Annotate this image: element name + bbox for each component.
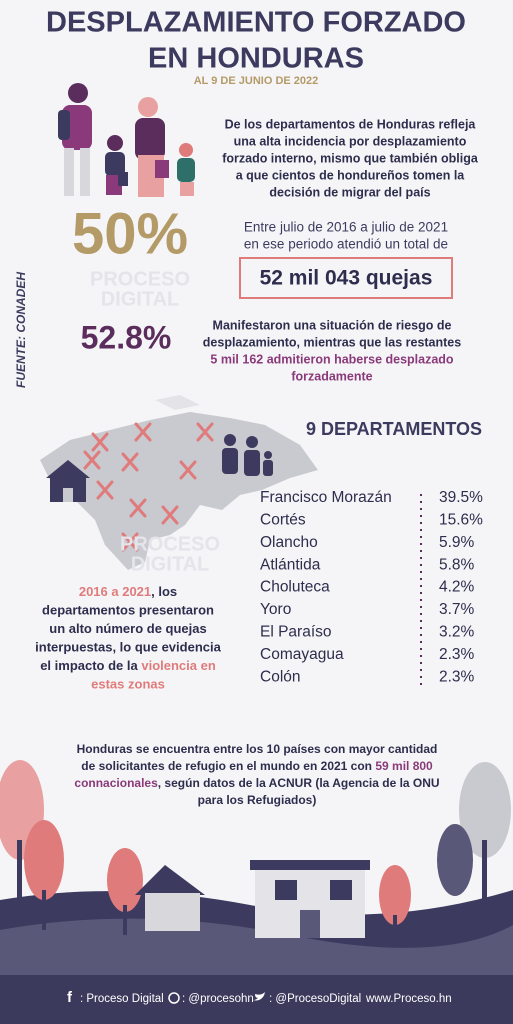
complaints-text: en ese periodo atendió un total de: [244, 237, 448, 252]
map-marker: [121, 452, 139, 472]
closing-text: Honduras se encuentra entre los 10 paíse…: [77, 742, 438, 756]
percent-528: 52.8%: [81, 319, 172, 355]
department-share: 4.2%: [439, 579, 475, 596]
map-marker: [134, 422, 152, 442]
department-name: Francisco Morazán: [260, 489, 392, 506]
department-share: 15.6%: [439, 511, 483, 528]
department-share: 2.3%: [439, 646, 475, 663]
footer-icons: f: [67, 989, 265, 1006]
impact-text-segment: el impacto de la: [40, 658, 141, 673]
closing-text-segment: de solicitantes de refugio en el mundo e…: [81, 759, 375, 773]
impact-text-segment: un alto número de quejas: [49, 621, 206, 636]
svg-text:f: f: [67, 989, 73, 1006]
closing-text-segment: Honduras se encuentra entre los 10 paíse…: [77, 742, 438, 756]
department-name: Comayagua: [260, 646, 344, 663]
impact-text: un alto número de quejas: [49, 621, 206, 636]
department-share: 5.9%: [439, 534, 475, 551]
footer-text: www.Proceso.hn: [365, 993, 452, 1005]
watermark: PROCESO: [90, 268, 190, 290]
department-name: Choluteca: [260, 579, 330, 596]
map-marker: [196, 422, 214, 442]
closing-text-segment: 59 mil 800: [375, 759, 433, 773]
department-share: 5.8%: [439, 556, 475, 573]
watermark: DIGITAL: [101, 288, 180, 310]
impact-text: interpuestas, lo que evidencia: [35, 640, 221, 655]
impact-text: 2016 a 2021, los: [79, 584, 177, 599]
department-name: Atlántida: [260, 556, 321, 573]
complaints-text: Entre julio de 2016 a julio de 2021: [244, 220, 448, 235]
intro-text: decisión de migrar del país: [269, 185, 430, 199]
map-marker: [129, 498, 147, 518]
department-share: 3.7%: [439, 601, 475, 618]
intro-text: a que cientos de hondureños tomen la: [236, 168, 466, 182]
family-illustration: [58, 83, 195, 197]
map-marker: [161, 505, 179, 525]
closing-text-segment: , según datos de la ACNUR (la Agencia de…: [158, 776, 440, 790]
impact-text-segment: interpuestas, lo que evidencia: [35, 640, 221, 655]
title: EN HONDURAS: [148, 43, 364, 75]
date: AL 9 DE JUNIO DE 2022: [194, 75, 319, 87]
departments-title: 9 DEPARTAMENTOS: [306, 419, 482, 439]
department-name: Colón: [260, 668, 301, 685]
risk-highlight: forzadamente: [291, 369, 372, 383]
closing-text: connacionales, según datos de la ACNUR (…: [74, 776, 439, 790]
impact-text-segment: 2016 a 2021: [79, 584, 151, 599]
impact-text-segment: estas zonas: [91, 677, 165, 692]
impact-text: el impacto de la violencia en: [40, 658, 216, 673]
footer-text: : Proceso Digital: [80, 993, 164, 1005]
watermark: PROCESO: [120, 533, 220, 555]
footer-text: : @ProcesoDigital: [269, 993, 361, 1005]
landscape-illustration: [0, 760, 513, 975]
total-box: [239, 257, 453, 299]
closing-text-segment: para los Refugiados): [198, 793, 317, 807]
intro-text: forzado interno, mismo que también oblig…: [222, 151, 479, 165]
department-name: Olancho: [260, 534, 318, 551]
impact-text-segment: , los: [151, 584, 177, 599]
map-marker: [83, 450, 101, 470]
intro-text: De los departamentos de Honduras refleja: [225, 117, 477, 131]
closing-text: de solicitantes de refugio en el mundo e…: [81, 759, 433, 773]
closing-text-segment: connacionales: [74, 776, 158, 790]
map-marker: [121, 532, 139, 552]
complaints-total: 52 mil 043 quejas: [260, 267, 433, 290]
department-share: 39.5%: [439, 489, 483, 506]
impact-text: estas zonas: [91, 677, 165, 692]
risk-text: desplazamiento, mientras que las restant…: [203, 335, 461, 349]
impact-text-segment: violencia en: [141, 658, 215, 673]
map-marker: [179, 460, 197, 480]
impact-text-segment: departamentos presentaron: [42, 603, 214, 618]
intro-text: una alta incidencia por desplazamiento: [234, 134, 467, 148]
watermark: DIGITAL: [131, 553, 210, 575]
department-share: 3.2%: [439, 623, 475, 640]
department-name: Cortés: [260, 511, 306, 528]
risk-highlight: 5 mil 162 admitieron haberse desplazado: [210, 352, 454, 366]
impact-text: departamentos presentaron: [42, 603, 214, 618]
department-name: Yoro: [260, 601, 291, 618]
closing-text: para los Refugiados): [198, 793, 317, 807]
department-name: El Paraíso: [260, 623, 332, 640]
map-marker: [96, 480, 114, 500]
source: FUENTE: CONADEH: [14, 272, 28, 388]
risk-text: Manifestaron una situación de riesgo de: [213, 318, 452, 332]
department-share: 2.3%: [439, 668, 475, 685]
honduras-map: [40, 395, 318, 570]
map-marker: [91, 432, 109, 452]
footer-text: : @procesohn: [182, 993, 254, 1005]
percent-50: 50%: [72, 201, 188, 266]
title: DESPLAZAMIENTO FORZADO: [46, 7, 466, 39]
